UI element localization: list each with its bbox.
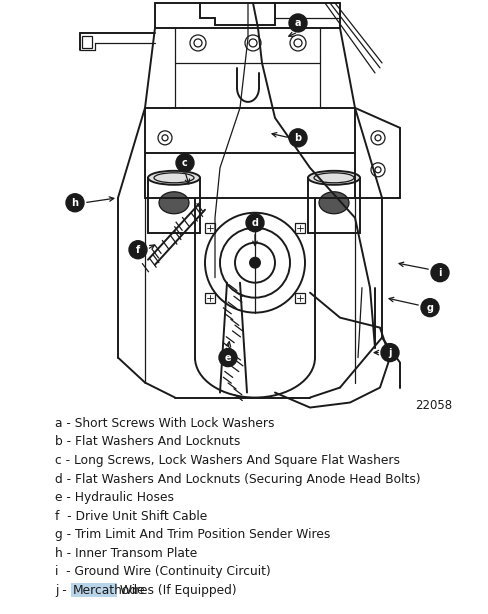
Bar [205,223,215,233]
Bar [71,583,117,597]
Circle shape [421,298,439,317]
Bar [295,293,305,303]
Circle shape [289,14,307,32]
Text: h: h [72,198,79,208]
Bar [82,36,92,48]
Text: j -: j - [55,584,71,597]
Text: Mercathode: Mercathode [72,584,145,597]
Circle shape [250,258,260,268]
Ellipse shape [308,171,360,185]
Text: f  - Drive Unit Shift Cable: f - Drive Unit Shift Cable [55,510,207,523]
Text: a - Short Screws With Lock Washers: a - Short Screws With Lock Washers [55,417,274,430]
Text: f: f [136,245,140,255]
Circle shape [176,154,194,172]
Text: d: d [251,218,259,228]
Circle shape [431,263,449,282]
Circle shape [129,241,147,258]
Bar [148,178,200,233]
Text: a: a [295,18,301,28]
Text: d - Flat Washers And Locknuts (Securing Anode Head Bolts): d - Flat Washers And Locknuts (Securing … [55,473,421,486]
Bar [205,293,215,303]
Circle shape [219,349,237,367]
Circle shape [381,344,399,362]
Text: b - Flat Washers And Locknuts: b - Flat Washers And Locknuts [55,435,241,448]
Text: i: i [438,268,442,278]
Text: b: b [294,133,302,143]
Text: Wires (If Equipped): Wires (If Equipped) [116,584,237,597]
Ellipse shape [148,171,200,185]
Text: h - Inner Transom Plate: h - Inner Transom Plate [55,547,197,560]
Bar [295,223,305,233]
Text: g - Trim Limit And Trim Position Sender Wires: g - Trim Limit And Trim Position Sender … [55,528,330,542]
Text: c - Long Screws, Lock Washers And Square Flat Washers: c - Long Screws, Lock Washers And Square… [55,454,400,467]
Text: e - Hydraulic Hoses: e - Hydraulic Hoses [55,491,174,504]
Text: j: j [388,348,392,357]
Text: 22058: 22058 [415,399,452,412]
Circle shape [246,214,264,231]
Text: g: g [427,303,433,313]
Ellipse shape [319,192,349,214]
Text: e: e [224,352,231,363]
Circle shape [66,194,84,212]
Ellipse shape [159,192,189,214]
Text: c: c [182,158,188,168]
Circle shape [289,129,307,147]
Text: i  - Ground Wire (Continuity Circuit): i - Ground Wire (Continuity Circuit) [55,565,271,578]
Bar [308,178,360,233]
